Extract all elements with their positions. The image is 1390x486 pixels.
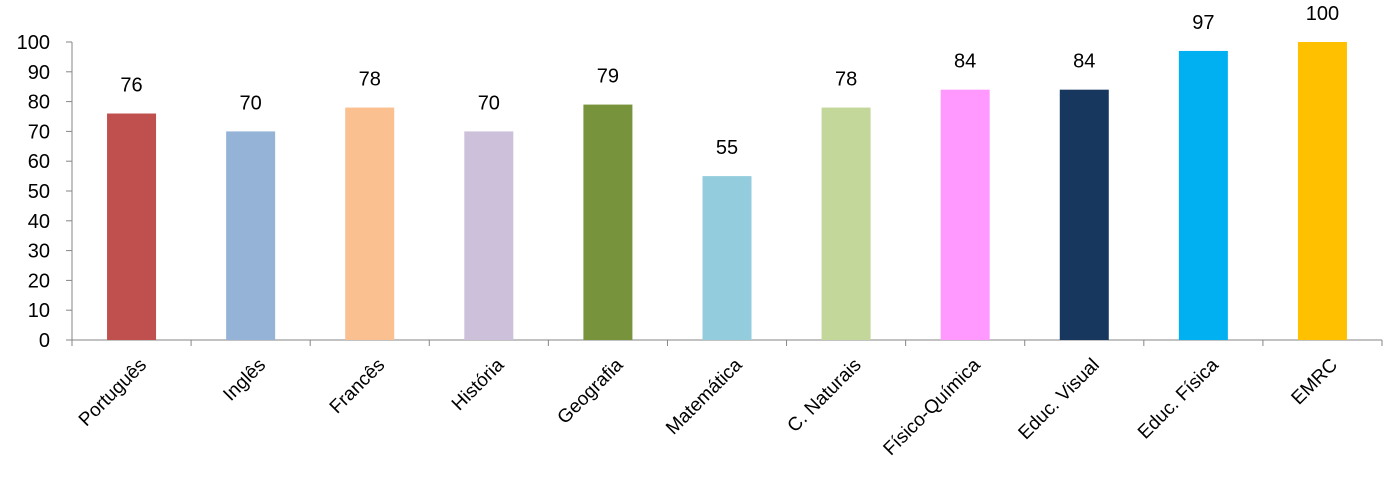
bar bbox=[226, 131, 276, 340]
category-label: EMRC bbox=[1288, 355, 1342, 409]
category-label: Educ. Física bbox=[1134, 354, 1223, 443]
bar bbox=[107, 113, 157, 341]
y-tick-label: 80 bbox=[28, 92, 50, 114]
y-tick-label: 20 bbox=[28, 270, 50, 292]
bar bbox=[821, 107, 871, 340]
bar bbox=[940, 89, 990, 341]
y-tick-label: 0 bbox=[39, 330, 50, 352]
y-tick-label: 100 bbox=[17, 32, 50, 54]
bar bbox=[702, 176, 752, 340]
category-label: C. Naturais bbox=[784, 355, 866, 437]
data-label: 100 bbox=[1306, 3, 1339, 25]
y-tick-label: 50 bbox=[28, 181, 50, 203]
y-tick-label: 90 bbox=[28, 62, 50, 84]
y-tick-label: 70 bbox=[28, 121, 50, 143]
y-tick-label: 40 bbox=[28, 211, 50, 233]
bar bbox=[1178, 50, 1228, 340]
category-label: Inglês bbox=[219, 355, 270, 406]
data-label: 76 bbox=[120, 75, 142, 97]
bar bbox=[1059, 89, 1109, 341]
category-label: Físico-Química bbox=[880, 354, 985, 459]
category-label: Matemática bbox=[662, 354, 747, 439]
data-label: 78 bbox=[359, 69, 381, 91]
y-tick-label: 60 bbox=[28, 151, 50, 173]
bar bbox=[345, 107, 395, 340]
bar bbox=[1297, 42, 1347, 340]
category-label: Português bbox=[75, 355, 151, 431]
y-tick-label: 10 bbox=[28, 300, 50, 322]
y-tick-label: 30 bbox=[28, 241, 50, 263]
data-label: 84 bbox=[954, 51, 976, 73]
bar bbox=[464, 131, 514, 340]
data-label: 79 bbox=[597, 66, 619, 88]
data-label: 97 bbox=[1192, 12, 1214, 34]
category-label: História bbox=[448, 354, 509, 415]
category-label: Geografia bbox=[554, 354, 628, 428]
category-label: Educ. Visual bbox=[1015, 355, 1104, 444]
data-label: 78 bbox=[835, 69, 857, 91]
data-label: 70 bbox=[240, 92, 262, 114]
category-label: Francês bbox=[326, 355, 389, 418]
bar bbox=[583, 104, 633, 340]
data-label: 84 bbox=[1073, 51, 1095, 73]
data-label: 55 bbox=[716, 137, 738, 159]
data-label: 70 bbox=[478, 92, 500, 114]
